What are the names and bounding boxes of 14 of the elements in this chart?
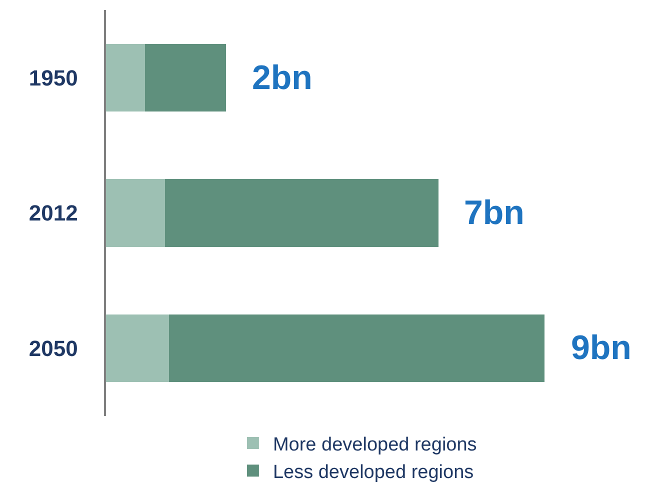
annotation: 9bn: [571, 329, 632, 367]
y-tick-label: 2050: [28, 336, 78, 362]
bar: [106, 179, 165, 247]
bar: [169, 314, 545, 382]
y-tick-label: 2012: [28, 200, 78, 226]
y-tick-label: 1950: [28, 65, 78, 90]
bar: [145, 44, 226, 112]
annotation: 2bn: [252, 59, 312, 97]
legend-label: More developed regions: [272, 434, 477, 456]
annotation: 7bn: [464, 194, 524, 232]
bar: [106, 314, 170, 382]
bar: [106, 44, 146, 112]
bar: [164, 179, 438, 247]
legend-label: Less developed regions: [272, 462, 474, 484]
